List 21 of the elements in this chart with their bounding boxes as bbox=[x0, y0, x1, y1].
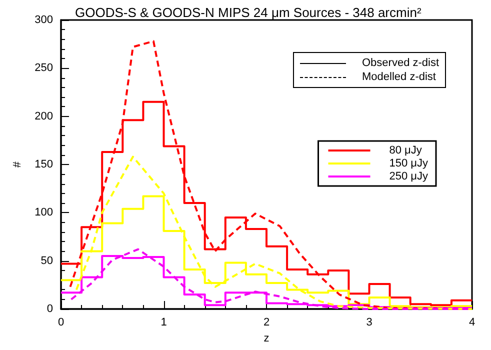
chart-title: GOODS-S & GOODS-N MIPS 24 μm Sources - 348 arcmin² bbox=[75, 5, 422, 20]
x-tick-label: 1 bbox=[160, 316, 167, 328]
y-tick-label: 50 bbox=[40, 254, 53, 267]
y-tick-label: 200 bbox=[34, 110, 53, 122]
x-tick-label: 0 bbox=[58, 316, 64, 328]
y-tick-label: 0 bbox=[46, 303, 53, 315]
y-tick-label: 300 bbox=[34, 14, 53, 26]
y-tick-label: 100 bbox=[34, 206, 53, 219]
y-tick-label: 250 bbox=[34, 62, 53, 74]
y-tick-label: 150 bbox=[34, 158, 53, 170]
annotation: Observed z-dist bbox=[362, 57, 440, 69]
x-tick-label: 3 bbox=[366, 316, 372, 328]
x-tick-label: 4 bbox=[468, 316, 476, 328]
legend-label: 250 μJy bbox=[389, 170, 428, 182]
annotation: Modelled z-dist bbox=[362, 71, 436, 83]
x-tick-label: 2 bbox=[263, 316, 270, 328]
legend-label: 80 μJy bbox=[389, 144, 422, 156]
legend-label: 150 μJy bbox=[389, 158, 428, 170]
line-style-key: Observed z-dist Modelled z-dist bbox=[293, 52, 446, 88]
x-axis-title: z bbox=[264, 332, 270, 344]
y-axis-title: # bbox=[12, 160, 24, 168]
